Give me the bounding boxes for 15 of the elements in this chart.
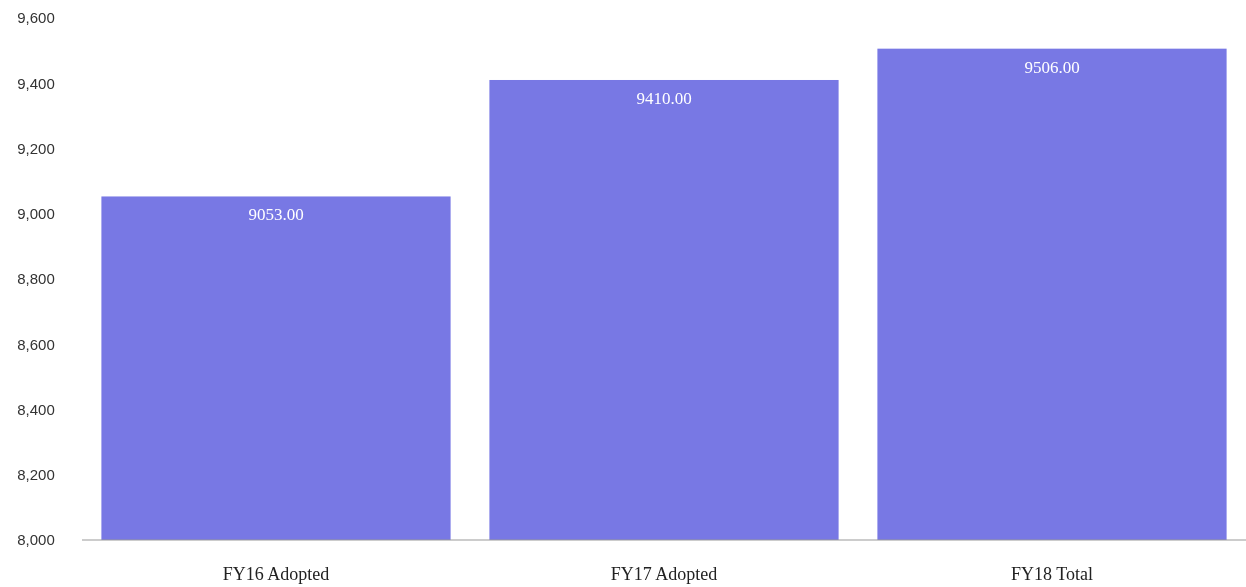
y-tick-label: 8,200 xyxy=(17,466,55,483)
y-tick-label: 9,000 xyxy=(17,205,55,222)
data-label: 9410.00 xyxy=(636,88,692,108)
y-tick-label: 8,600 xyxy=(17,335,55,353)
y-tick-label: 9,200 xyxy=(17,139,55,157)
y-tick-label: 9,400 xyxy=(17,74,55,92)
y-tick-label: 8,800 xyxy=(17,270,55,288)
data-label: 9506.00 xyxy=(1024,57,1080,77)
y-tick-label: 8,400 xyxy=(17,400,55,418)
data-label: 9053.00 xyxy=(248,205,304,225)
x-tick-label: FY18 Total xyxy=(1011,564,1093,585)
y-tick-label: 8,000 xyxy=(17,531,55,549)
y-tick-label: 9,600 xyxy=(17,9,55,27)
x-tick-label: FY17 Adopted xyxy=(610,564,718,585)
x-tick-label: FY16 Adopted xyxy=(222,564,330,585)
